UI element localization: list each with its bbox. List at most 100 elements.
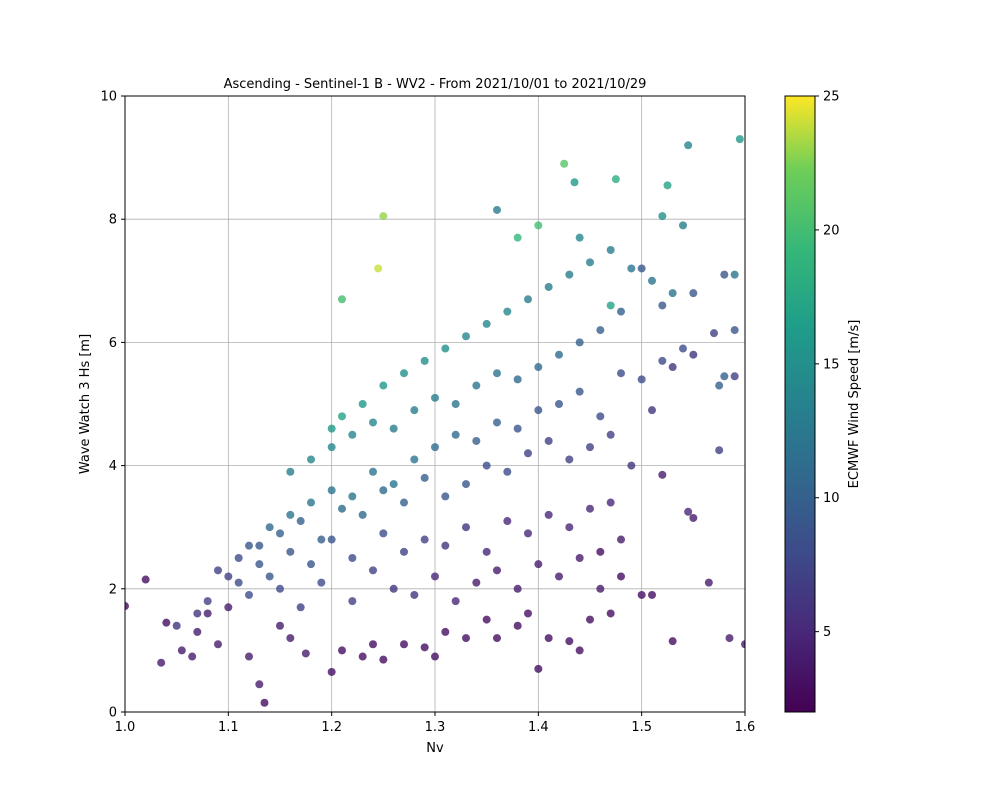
data-point — [420, 643, 429, 652]
data-point — [286, 634, 295, 643]
data-point — [203, 597, 212, 606]
data-point — [462, 332, 470, 341]
data-point — [611, 175, 620, 184]
data-point — [245, 590, 253, 599]
data-point — [503, 307, 512, 316]
data-point — [400, 369, 408, 378]
data-point — [177, 646, 186, 655]
data-point — [338, 412, 346, 421]
x-tick-label: 1.5 — [631, 720, 652, 735]
data-point — [606, 609, 615, 618]
y-axis-label: Wave Watch 3 Hs [m] — [78, 334, 93, 474]
data-point — [524, 449, 532, 458]
data-point — [451, 597, 460, 606]
data-point — [544, 282, 553, 291]
data-point — [162, 618, 171, 627]
colorbar-tick-label: 15 — [823, 357, 840, 372]
data-point — [462, 523, 470, 532]
data-point — [441, 492, 450, 501]
x-axis-ticks: 1.0 1.1 1.2 1.3 1.4 1.5 1.6 — [115, 712, 756, 735]
colorbar-label: ECMWF Wind Speed [m/s] — [847, 320, 862, 489]
data-point — [524, 529, 532, 538]
data-point — [462, 480, 470, 489]
data-point — [689, 513, 698, 522]
data-point — [157, 658, 166, 667]
x-tick-label: 1.6 — [735, 720, 756, 735]
x-tick-label: 1.0 — [115, 720, 136, 735]
data-point — [327, 424, 336, 433]
data-point — [369, 640, 377, 649]
data-point — [472, 381, 481, 390]
data-point — [493, 566, 501, 575]
data-point — [420, 356, 429, 365]
data-point — [513, 424, 522, 433]
data-point — [203, 609, 212, 618]
x-tick-label: 1.1 — [218, 720, 239, 735]
data-point — [637, 590, 646, 599]
data-point — [348, 554, 357, 562]
data-point — [348, 597, 357, 606]
data-point — [575, 233, 584, 242]
data-point — [482, 615, 491, 624]
y-tick-label: 4 — [109, 459, 117, 474]
data-point — [627, 264, 636, 273]
x-tick-label: 1.4 — [528, 720, 549, 735]
data-point — [307, 560, 315, 569]
data-point — [234, 554, 243, 562]
data-point — [374, 264, 383, 273]
data-point — [658, 470, 667, 479]
data-point — [689, 350, 698, 359]
data-point — [472, 578, 481, 587]
data-point — [338, 295, 346, 304]
data-point — [534, 406, 543, 415]
data-point — [534, 221, 543, 230]
data-point — [379, 529, 388, 538]
data-point — [317, 578, 326, 587]
data-point — [596, 547, 605, 556]
data-point — [710, 329, 718, 338]
data-point — [431, 393, 439, 402]
data-point — [544, 436, 553, 445]
data-point — [193, 627, 202, 636]
data-point — [715, 446, 724, 455]
data-point — [689, 289, 698, 298]
data-point — [648, 276, 656, 285]
data-point — [586, 504, 594, 513]
data-point — [420, 535, 429, 544]
data-point — [420, 473, 429, 482]
data-point — [379, 486, 388, 495]
data-point — [513, 233, 522, 242]
data-point — [730, 270, 739, 279]
data-point — [586, 443, 594, 452]
data-point — [172, 621, 181, 630]
data-point — [524, 295, 532, 304]
data-point — [234, 578, 243, 587]
data-point — [730, 326, 739, 335]
data-point — [741, 640, 745, 649]
data-point — [679, 221, 687, 230]
data-point — [617, 369, 625, 378]
data-point — [575, 387, 584, 396]
data-point — [617, 572, 625, 581]
x-axis-label: Nv — [426, 741, 444, 756]
data-point — [125, 602, 129, 611]
data-point — [725, 634, 734, 643]
data-point — [224, 572, 233, 581]
data-point — [658, 301, 667, 310]
data-point — [658, 356, 667, 365]
data-point — [472, 436, 481, 445]
data-point — [255, 541, 264, 550]
data-point — [637, 264, 646, 273]
data-point — [555, 400, 563, 408]
data-point — [358, 652, 367, 661]
data-point — [555, 572, 563, 581]
y-tick-label: 8 — [109, 213, 117, 228]
data-point — [327, 443, 336, 452]
data-point — [400, 547, 408, 556]
data-point — [276, 529, 284, 538]
data-point — [245, 541, 253, 550]
data-point — [431, 443, 439, 452]
x-tick-label: 1.3 — [425, 720, 446, 735]
data-point — [730, 372, 739, 381]
data-point — [555, 350, 563, 359]
